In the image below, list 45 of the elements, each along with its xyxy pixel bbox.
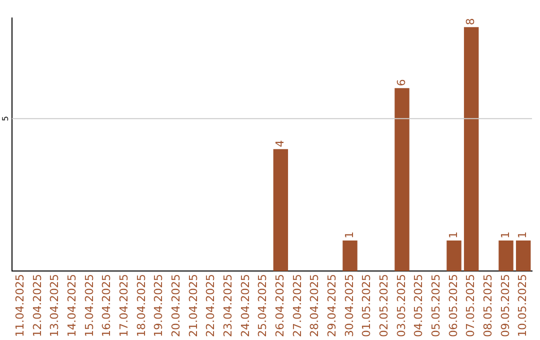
x-tick-label: 14.04.2025 xyxy=(66,274,79,338)
x-tick-label: 13.04.2025 xyxy=(48,274,62,338)
bar xyxy=(394,88,410,272)
x-tick-label: 26.04.2025 xyxy=(274,274,287,338)
x-tick-label: 06.05.2025 xyxy=(446,274,460,338)
x-tick-label: 17.04.2025 xyxy=(118,274,131,338)
x-tick-label: 16.04.2025 xyxy=(100,274,114,338)
x-tick-label: 02.05.2025 xyxy=(378,274,391,338)
x-tick-label: 07.05.2025 xyxy=(464,274,478,338)
bar xyxy=(446,240,462,272)
x-tick-label: 22.04.2025 xyxy=(204,274,218,338)
bar xyxy=(498,240,514,272)
x-tick-label: 12.04.2025 xyxy=(30,274,44,338)
ref-line-label: 5 xyxy=(1,116,10,122)
x-tick-label: 04.05.2025 xyxy=(412,274,426,338)
data-label: 1 xyxy=(342,232,356,239)
x-tick-label: 19.04.2025 xyxy=(152,274,166,338)
x-tick-label: 27.04.2025 xyxy=(290,274,304,338)
data-label: 1 xyxy=(446,232,460,239)
x-tick-label: 28.04.2025 xyxy=(308,274,322,338)
x-tick-label: 29.04.2025 xyxy=(326,274,339,338)
x-tick-label: 20.04.2025 xyxy=(170,274,183,338)
bar xyxy=(516,240,531,272)
x-tick-label: 10.05.2025 xyxy=(516,274,530,338)
x-tick-label: 08.05.2025 xyxy=(482,274,495,338)
data-label: 4 xyxy=(274,140,287,148)
x-tick-label: 15.04.2025 xyxy=(82,274,96,338)
data-label: 6 xyxy=(394,79,408,86)
bar xyxy=(342,240,358,272)
x-tick-label: 01.05.2025 xyxy=(360,274,374,338)
bar xyxy=(464,27,479,272)
data-label: 1 xyxy=(498,232,512,239)
x-tick-label: 21.04.2025 xyxy=(186,274,200,338)
x-tick-label: 24.04.2025 xyxy=(238,274,252,338)
data-label: 8 xyxy=(464,18,478,26)
x-tick-label: 09.05.2025 xyxy=(498,274,512,338)
x-tick-label: 03.05.2025 xyxy=(394,274,408,338)
x-tick-label: 30.04.2025 xyxy=(342,274,356,338)
bar xyxy=(273,149,288,272)
x-tick-label: 18.04.2025 xyxy=(134,274,148,338)
x-tick-label: 11.04.2025 xyxy=(14,274,27,338)
data-label: 1 xyxy=(516,232,530,239)
x-tick-label: 05.05.2025 xyxy=(430,274,443,338)
x-tick-label: 23.04.2025 xyxy=(222,274,235,338)
x-tick-label: 25.04.2025 xyxy=(256,274,270,338)
